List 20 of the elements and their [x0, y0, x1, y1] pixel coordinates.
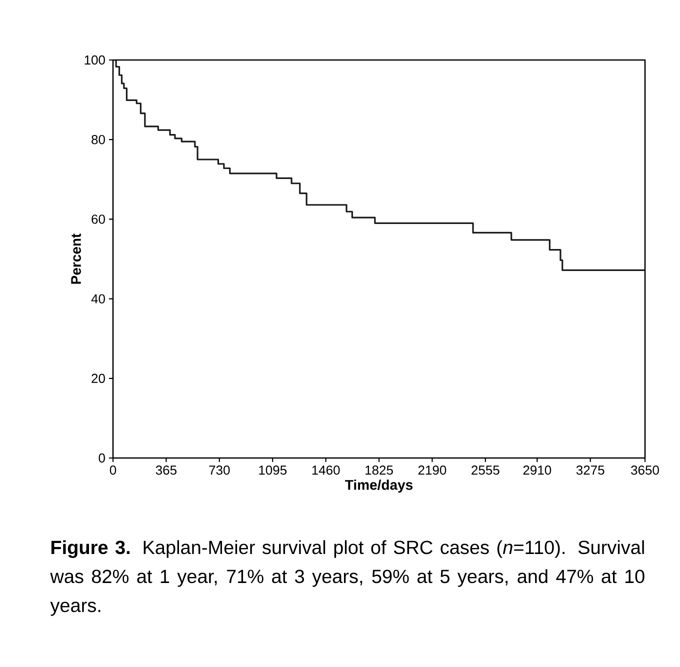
y-tick-label: 20: [92, 374, 105, 383]
x-tick-label: 730: [209, 466, 230, 475]
x-tick-label: 2910: [523, 466, 552, 475]
x-tick-label: 2190: [418, 466, 446, 475]
text: Figure 3. Kaplan-Meier survival plot of SRC cases (n=110). Survival was 82% at 1 year, 71% at 3 years, 59% at 5 years, and 47% at 10 years.: [50, 540, 644, 616]
x-tick-label: 3275: [576, 466, 604, 475]
x-axis-title: Time/days: [345, 480, 413, 493]
y-tick-label: 0: [98, 453, 105, 463]
x-tick-label: 0: [110, 466, 116, 475]
y-tick-label: 100: [84, 55, 105, 65]
x-tick-label: 365: [156, 466, 176, 475]
y-tick-label: 80: [92, 134, 105, 144]
y-tick-label: 60: [92, 214, 105, 224]
x-tick-label: 3650: [631, 466, 659, 475]
x-tick-label: 2555: [472, 466, 500, 475]
x-tick-label: 1825: [366, 466, 393, 475]
x-tick-label: 1095: [259, 466, 287, 475]
y-axis-title: Percent: [71, 234, 81, 284]
y-tick-label: 40: [91, 294, 105, 304]
x-tick-label: 1460: [312, 466, 340, 475]
